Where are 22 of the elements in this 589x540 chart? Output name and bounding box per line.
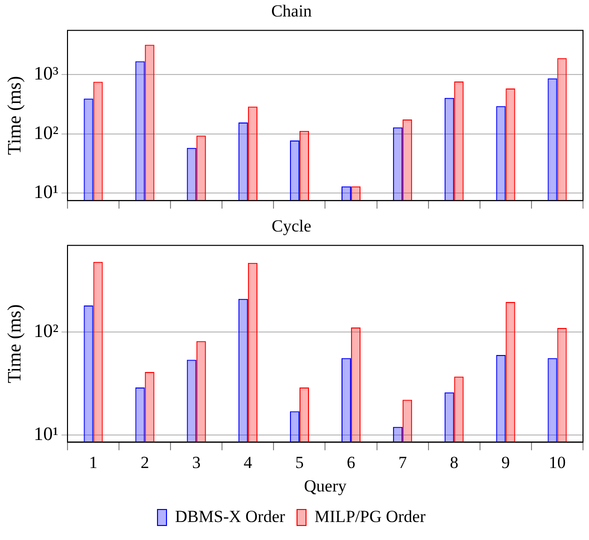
x-tick-label: 7 [398, 452, 408, 472]
y-tick-label: 10³ [34, 63, 59, 84]
legend-label: MILP/PG Order [314, 506, 426, 526]
x-tick-label: 9 [501, 452, 510, 472]
y-tick-label: 10² [34, 122, 59, 144]
x-tick-label: 4 [244, 452, 253, 472]
legend-label: DBMS-X Order [175, 506, 286, 526]
x-tick-label: 10 [548, 452, 566, 472]
y-axis-title: Time (ms) [4, 304, 26, 384]
x-tick-label: 2 [140, 452, 150, 472]
x-tick-label: 5 [295, 452, 304, 472]
x-axis-title: Query [304, 476, 347, 496]
chart-title: Chain [271, 2, 312, 21]
chart-title: Cycle [272, 216, 312, 236]
y-tick-label: 10¹ [34, 182, 59, 204]
x-tick-label: 1 [89, 452, 98, 472]
y-tick-label: 10² [34, 321, 59, 342]
x-tick-label: 3 [192, 452, 201, 472]
x-tick-label: 8 [450, 452, 458, 472]
y-axis-title: Time (ms) [4, 76, 26, 156]
x-tick-label: 6 [346, 452, 356, 472]
y-tick-label: 10¹ [34, 424, 59, 445]
